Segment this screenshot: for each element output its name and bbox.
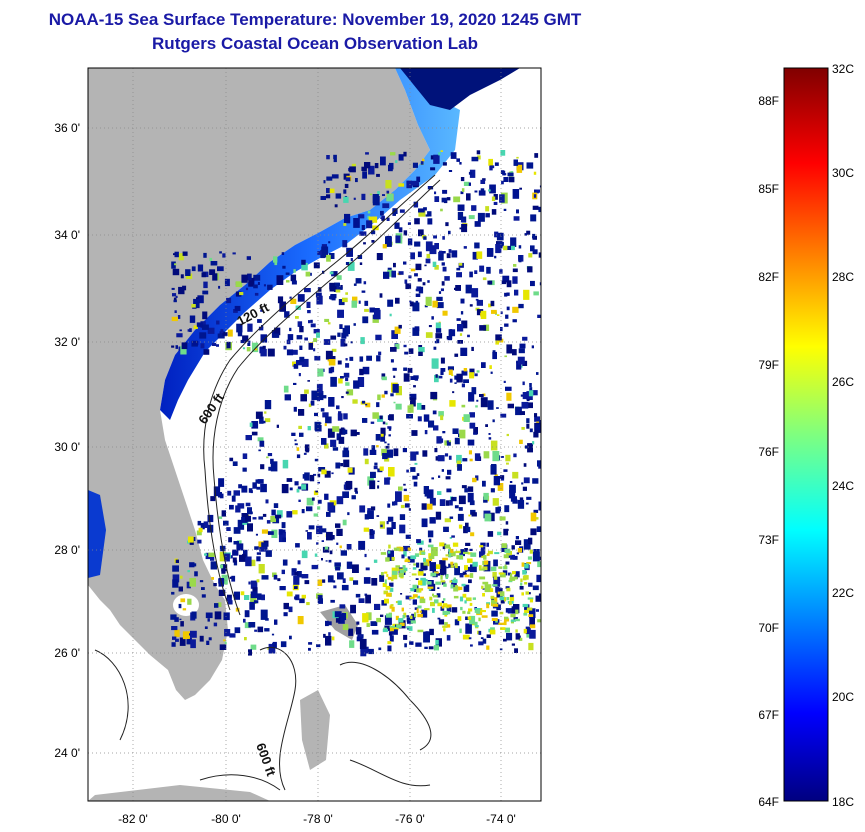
- colorbar-label-c: 28C: [832, 270, 854, 284]
- bahamas-contours: [94, 646, 432, 791]
- contour-120ft: [203, 174, 436, 611]
- lat-tick: 24 0': [54, 746, 80, 760]
- colorbar-label-f: 67F: [758, 708, 779, 722]
- colorbar-label-f: 85F: [758, 182, 779, 196]
- colorbar-label-f: 76F: [758, 445, 779, 459]
- us-landmass: [88, 68, 430, 700]
- colorbar-label-c: 18C: [832, 795, 854, 809]
- colorbar-label-c: 30C: [832, 166, 854, 180]
- colorbar-label-f: 79F: [758, 358, 779, 372]
- coastal-cold-band: [160, 68, 460, 420]
- northern-cold-water: [400, 68, 520, 110]
- lat-tick: 32 0': [54, 335, 80, 349]
- colorbar-label-f: 64F: [758, 795, 779, 809]
- colorbar-label-c: 20C: [832, 690, 854, 704]
- map-title: NOAA-15 Sea Surface Temperature: Novembe…: [48, 10, 582, 29]
- temperature-colorbar: [783, 67, 829, 802]
- colorbar-label-f: 70F: [758, 621, 779, 635]
- lon-tick: -74 0': [486, 812, 516, 826]
- contour-600ft: [212, 179, 441, 616]
- lat-tick: 36 0': [54, 121, 80, 135]
- map-subtitle: Rutgers Coastal Ocean Observation Lab: [152, 34, 478, 53]
- lon-tick: -78 0': [303, 812, 333, 826]
- gulf-coast-water: [88, 490, 106, 578]
- colorbar-label-c: 26C: [832, 375, 854, 389]
- map-border: [87, 67, 542, 802]
- colorbar-label-f: 82F: [758, 270, 779, 284]
- colorbar-label-f: 88F: [758, 94, 779, 108]
- lat-tick: 26 0': [54, 646, 80, 660]
- lon-tick: -80 0': [211, 812, 241, 826]
- lat-tick: 28 0': [54, 543, 80, 557]
- colorbar-label-f: 73F: [758, 533, 779, 547]
- colorbar-label-c: 22C: [832, 586, 854, 600]
- lat-tick: 34 0': [54, 228, 80, 242]
- colorbar-label-c: 32C: [832, 62, 854, 76]
- colorbar-label-c: 24C: [832, 479, 854, 493]
- lake-okeechobee: [173, 594, 199, 616]
- lon-tick: -76 0': [395, 812, 425, 826]
- lon-tick: -82 0': [118, 812, 148, 826]
- andros-island: [300, 690, 330, 770]
- lat-tick: 30 0': [54, 440, 80, 454]
- cuba-coast: [88, 785, 270, 801]
